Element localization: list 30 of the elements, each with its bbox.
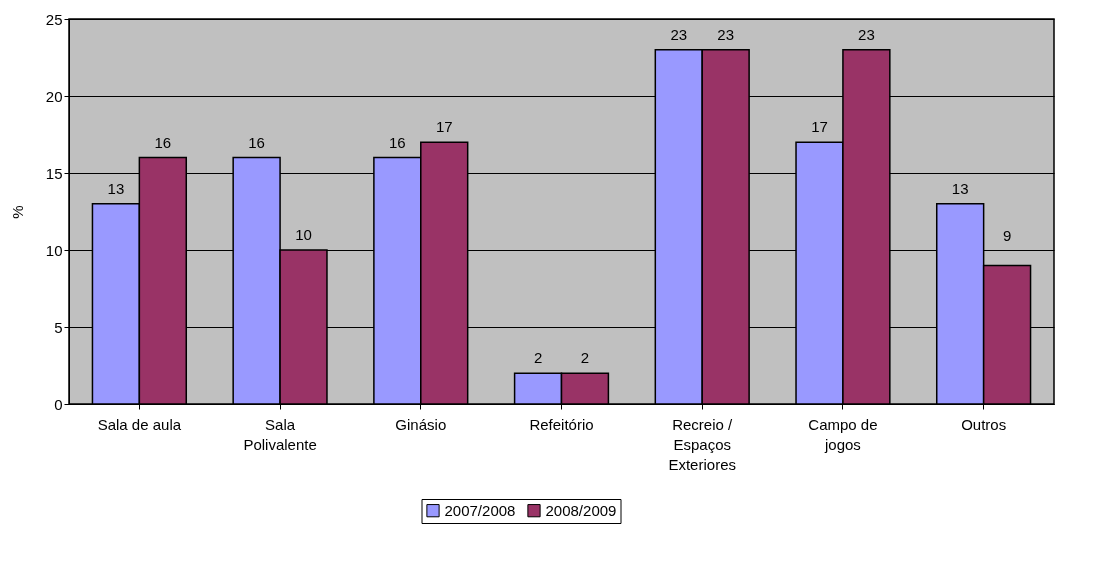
y-axis-title: % (8, 205, 26, 219)
x-tick-label: Outros (961, 415, 1007, 433)
y-tick-label: 0 (54, 395, 63, 413)
x-tick-label: Ginásio (395, 415, 447, 433)
y-tick-label: 10 (45, 241, 63, 259)
x-tick-label: Recreio / Espaços Exteriores (668, 415, 736, 473)
y-tick-label: 25 (45, 10, 63, 28)
legend-label: 2008/2009 (545, 501, 617, 519)
data-label: 16 (248, 133, 265, 151)
x-tick-label: Refeitório (529, 415, 594, 433)
y-tick-label: 15 (45, 164, 63, 182)
data-label: 13 (107, 179, 125, 197)
data-label: 17 (435, 118, 453, 136)
data-label: 16 (388, 133, 406, 151)
data-label: 2 (580, 349, 590, 367)
y-tick-label: 5 (54, 318, 63, 336)
data-label: 23 (717, 25, 735, 43)
x-tick-label: Sala Polivalente (243, 415, 317, 453)
data-label: 13 (951, 179, 969, 197)
data-label: 17 (811, 118, 828, 136)
data-label: 9 (1002, 227, 1012, 244)
data-label: 23 (858, 25, 875, 43)
data-label: 16 (154, 133, 172, 151)
y-tick-label: 20 (45, 87, 63, 105)
x-tick-label: Sala de aula (97, 415, 182, 433)
data-label: 10 (295, 226, 312, 243)
legend-label: 2007/2008 (444, 501, 516, 519)
data-label: 2 (533, 349, 543, 367)
data-label: 23 (670, 25, 688, 43)
x-tick-label: Campo de jogos (808, 415, 878, 453)
